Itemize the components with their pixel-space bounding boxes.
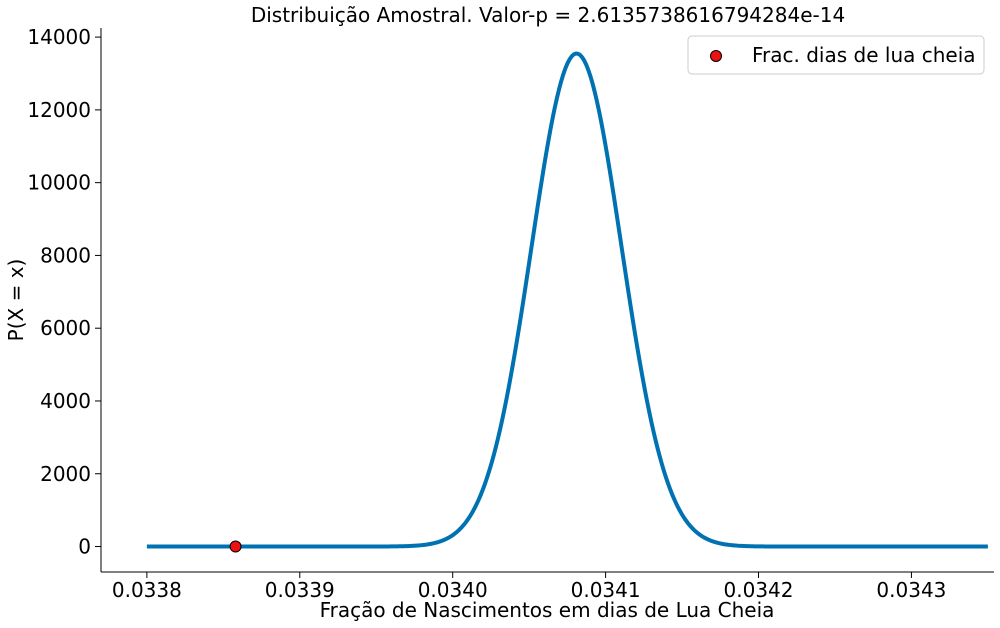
y-tick-label: 8000 xyxy=(40,243,91,267)
x-tick-label: 0.0339 xyxy=(265,578,335,602)
x-tick-label: 0.0342 xyxy=(724,578,794,602)
legend: Frac. dias de lua cheia xyxy=(687,35,985,75)
legend-label: Frac. dias de lua cheia xyxy=(752,43,976,67)
distribution-line xyxy=(146,51,988,549)
scatter-points xyxy=(229,540,242,553)
x-ticks: 0.0338 0.0339 0.0340 0.0341 0.0342 0.0343 xyxy=(112,572,946,602)
x-tick-label: 0.0343 xyxy=(876,578,946,602)
axes xyxy=(100,28,994,573)
legend-marker xyxy=(710,50,722,62)
y-tick-label: 4000 xyxy=(40,389,91,413)
x-tick-label: 0.0341 xyxy=(571,578,641,602)
x-tick-label: 0.0340 xyxy=(418,578,488,602)
x-axis-title: Fração de Nascimentos em dias de Lua Che… xyxy=(320,598,775,622)
y-ticks: 0 2000 4000 6000 8000 10000 12000 14000 xyxy=(27,25,101,559)
y-axis-title: P(X = x) xyxy=(4,259,28,342)
y-tick-label: 14000 xyxy=(27,25,91,49)
y-tick-label: 0 xyxy=(78,535,91,559)
x-tick-label: 0.0338 xyxy=(112,578,182,602)
legend-frame xyxy=(687,35,985,75)
observed-fraction-point xyxy=(229,540,242,553)
plot-area xyxy=(146,51,988,553)
y-tick-label: 12000 xyxy=(27,98,91,122)
y-tick-label: 10000 xyxy=(27,171,91,195)
y-tick-label: 2000 xyxy=(40,462,91,486)
chart-title: Distribuição Amostral. Valor-p = 2.61357… xyxy=(251,3,845,27)
y-tick-label: 6000 xyxy=(40,316,91,340)
